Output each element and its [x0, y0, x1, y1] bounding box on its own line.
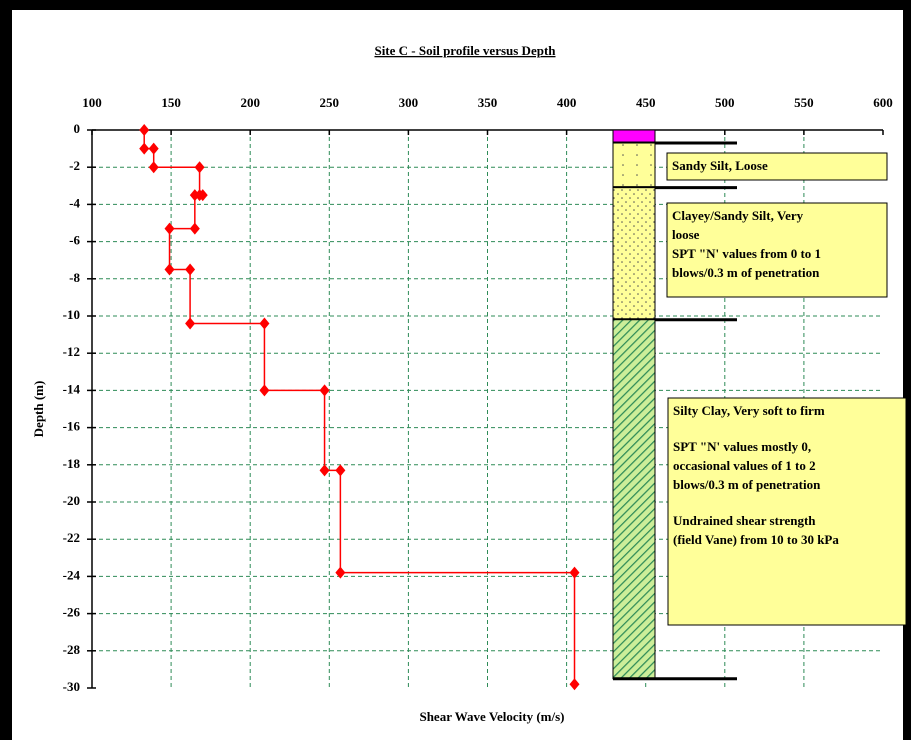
layer-label-box	[668, 398, 906, 625]
layer-label: blows/0.3 m of penetration	[672, 265, 820, 280]
data-point	[149, 161, 159, 173]
data-point	[335, 464, 345, 476]
y-tick-label: -16	[63, 419, 81, 434]
y-tick-label: -20	[63, 493, 80, 508]
y-axis-title: Depth (m)	[31, 381, 46, 438]
y-tick-label: -22	[63, 530, 80, 545]
data-point	[320, 464, 330, 476]
x-axis-title: Shear Wave Velocity (m/s)	[419, 709, 564, 724]
chart: Site C - Soil profile versus Depth Shear…	[0, 0, 911, 740]
x-tick-label: 100	[82, 95, 102, 110]
data-point	[149, 143, 159, 155]
y-tick-label: -8	[69, 270, 80, 285]
data-point	[190, 223, 200, 235]
y-tick-label: -2	[69, 158, 80, 173]
layer-label: Silty Clay, Very soft to firm	[673, 403, 825, 418]
data-point	[185, 317, 195, 329]
y-tick-label: -4	[69, 195, 80, 210]
data-point	[259, 317, 269, 329]
data-point	[165, 264, 175, 276]
x-tick-label: 300	[399, 95, 419, 110]
layer-label: SPT "N' values mostly 0,	[673, 439, 811, 454]
y-tick-label: -18	[63, 456, 81, 471]
x-tick-label: 600	[873, 95, 893, 110]
layer-label: (field Vane) from 10 to 30 kPa	[673, 532, 839, 547]
y-tick-label: -6	[69, 233, 80, 248]
data-point	[139, 124, 149, 136]
data-point	[165, 223, 175, 235]
layer-label: blows/0.3 m of penetration	[673, 477, 821, 492]
data-point	[259, 384, 269, 396]
data-point	[139, 143, 149, 155]
y-tick-label: -14	[63, 381, 81, 396]
x-tick-label: 350	[478, 95, 498, 110]
x-tick-label: 500	[715, 95, 735, 110]
x-tick-label: 150	[161, 95, 181, 110]
soil-layer	[613, 130, 655, 143]
layer-label: Undrained shear strength	[673, 513, 816, 528]
data-point	[195, 161, 205, 173]
x-tick-label: 250	[320, 95, 340, 110]
layer-label: SPT "N' values from 0 to 1	[672, 246, 821, 261]
x-tick-label: 550	[794, 95, 814, 110]
x-tick-label: 200	[240, 95, 260, 110]
data-point	[320, 384, 330, 396]
data-point	[185, 264, 195, 276]
data-point	[570, 678, 580, 690]
y-tick-label: 0	[74, 121, 81, 136]
soil-layer	[613, 143, 655, 188]
y-tick-label: -10	[63, 307, 80, 322]
y-tick-label: -28	[63, 642, 81, 657]
layer-label: Clayey/Sandy Silt, Very	[672, 208, 804, 223]
layer-label: loose	[672, 227, 700, 242]
y-tick-label: -12	[63, 344, 80, 359]
y-tick-label: -26	[63, 605, 81, 620]
chart-title: Site C - Soil profile versus Depth	[374, 43, 556, 58]
data-point	[335, 567, 345, 579]
soil-layer	[613, 320, 655, 679]
data-line	[144, 130, 574, 684]
layer-label: Sandy Silt, Loose	[672, 158, 768, 173]
x-tick-label: 400	[557, 95, 577, 110]
layer-label: occasional values of 1 to 2	[673, 458, 816, 473]
y-tick-label: -24	[63, 567, 81, 582]
x-tick-label: 450	[636, 95, 656, 110]
y-tick-label: -30	[63, 679, 80, 694]
soil-layer	[613, 188, 655, 320]
